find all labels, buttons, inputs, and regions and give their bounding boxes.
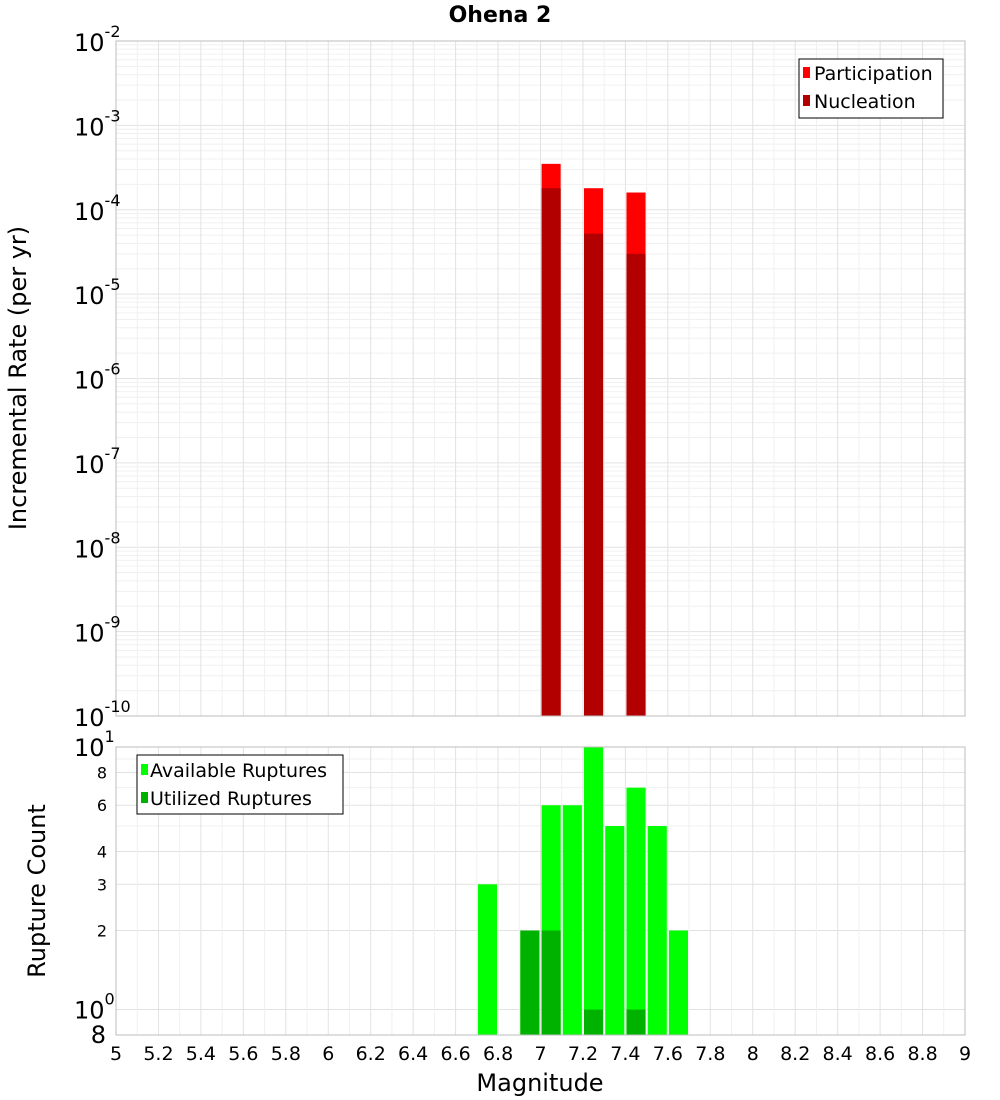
bar-available-ruptures (668, 930, 689, 1035)
y-minor-tick-label: 8 (91, 1021, 106, 1049)
bar-available-ruptures (605, 826, 625, 1035)
x-tick-label: 6.6 (440, 1043, 470, 1065)
x-tick-label: 5.2 (143, 1043, 173, 1065)
y-minor-tick-label: 4 (97, 842, 107, 861)
bar-available-ruptures (562, 805, 582, 1035)
bar-nucleation (541, 188, 561, 717)
y-minor-tick-label: 2 (97, 922, 107, 941)
rate-y-axis-label: Incremental Rate (per yr) (4, 226, 32, 530)
legend-swatch-nucleation (803, 95, 810, 106)
y-tick-label: 10-2 (74, 22, 121, 57)
x-tick-label: 5.8 (271, 1043, 301, 1065)
y-tick-label: 10-9 (74, 613, 121, 648)
bar-available-ruptures (626, 787, 646, 1035)
rate-legend-box (798, 58, 944, 119)
count-plot-bars (477, 747, 689, 1035)
x-tick-label: 8.2 (780, 1043, 810, 1065)
bar-available-ruptures (477, 884, 497, 1035)
rate-plot-frame (115, 40, 966, 717)
y-tick-label: 10-7 (74, 444, 121, 479)
y-minor-tick-label: 8 (97, 763, 107, 782)
x-tick-label: 7.8 (695, 1043, 725, 1065)
legend-label-utilized-ruptures: Utilized Ruptures (150, 788, 312, 810)
count-plot-x-ticks: 5 5.2 5.4 5.6 5.8 6 6.2 6.4 6.6 6.8 7 7.2 7.4 7.6 7.8 8… (110, 1043, 971, 1065)
x-tick-label: 8 (747, 1043, 759, 1065)
y-minor-tick-label: 3 (97, 875, 107, 894)
y-tick-label: 100 (74, 990, 115, 1025)
legend-label-nucleation: Nucleation (814, 91, 916, 113)
y-tick-label: 10-6 (74, 360, 121, 395)
y-tick-label: 10-8 (74, 528, 121, 563)
x-tick-label: 9 (959, 1043, 971, 1065)
x-tick-label: 6.4 (398, 1043, 428, 1065)
y-tick-label: 10-5 (74, 275, 121, 310)
bar-available-ruptures (584, 747, 604, 1035)
x-tick-label: 6.2 (356, 1043, 386, 1065)
bar-utilized-ruptures (626, 1009, 646, 1035)
count-legend-box (136, 754, 344, 815)
x-tick-label: 5 (110, 1043, 122, 1065)
y-tick-label: 10-3 (74, 106, 121, 141)
x-tick-label: 8.8 (907, 1043, 937, 1065)
legend-label-participation: Participation (814, 63, 933, 85)
bar-utilized-ruptures (541, 930, 561, 1035)
x-tick-label: 7.2 (568, 1043, 598, 1065)
x-tick-label: 6.8 (483, 1043, 513, 1065)
count-y-axis-label: Rupture Count (23, 804, 51, 978)
x-tick-label: 7.4 (610, 1043, 640, 1065)
rate-legend: Participation Nucleation (798, 58, 944, 119)
bar-utilized-ruptures (584, 1009, 604, 1035)
y-tick-label: 101 (74, 727, 115, 762)
x-tick-label: 7 (534, 1043, 546, 1065)
x-tick-label: 8.4 (823, 1043, 853, 1065)
legend-swatch-available-ruptures (141, 764, 148, 775)
legend-swatch-utilized-ruptures (141, 792, 148, 803)
x-tick-label: 6 (322, 1043, 334, 1065)
bar-nucleation (584, 233, 604, 716)
x-tick-label: 5.4 (186, 1043, 216, 1065)
rate-plot-y-ticks: 10-2 10-3 10-4 10-5 10-6 10-7 10-8 10-9 10-10 (74, 22, 131, 732)
count-plot-frame (115, 746, 966, 1036)
rate-plot-bars (541, 163, 646, 717)
x-tick-label: 8.6 (865, 1043, 895, 1065)
x-axis-label: Magnitude (476, 1069, 603, 1097)
count-legend: Available Ruptures Utilized Ruptures (136, 754, 344, 815)
bar-utilized-ruptures (520, 930, 540, 1035)
bar-available-ruptures (647, 826, 667, 1035)
legend-label-available-ruptures: Available Ruptures (150, 760, 327, 782)
rate-plot: 10-2 10-3 10-4 10-5 10-6 10-7 10-8 10-9 10-10 Oh… (4, 3, 966, 732)
count-plot-grid (115, 746, 966, 1035)
x-tick-label: 7.6 (653, 1043, 683, 1065)
rate-plot-grid (115, 40, 966, 717)
y-minor-tick-label: 6 (97, 796, 107, 815)
x-tick-label: 5.6 (228, 1043, 258, 1065)
chart-title: Ohena 2 (449, 3, 552, 28)
y-tick-label: 10-10 (74, 697, 131, 732)
legend-swatch-participation (803, 67, 810, 78)
y-tick-label: 10-4 (74, 191, 121, 226)
bar-nucleation (626, 253, 646, 716)
